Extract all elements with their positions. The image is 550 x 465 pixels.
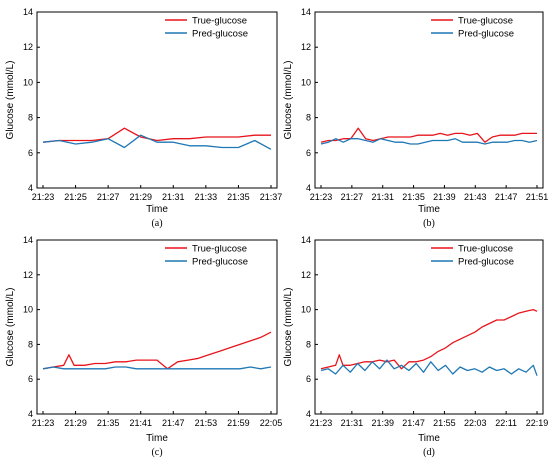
- y-tick-label: 12: [301, 270, 311, 280]
- x-tick-label: 22:05: [260, 418, 283, 428]
- y-tick-label: 4: [306, 409, 311, 419]
- x-tick-label: 21:23: [32, 192, 55, 202]
- y-tick-label: 6: [28, 148, 33, 158]
- x-tick-label: 21:31: [341, 418, 364, 428]
- y-tick-label: 6: [306, 374, 311, 384]
- x-tick-label: 21:31: [162, 192, 185, 202]
- legend-label: Pred-glucose: [192, 257, 248, 268]
- chart-panel: 4 6 8 10 12 14 21:23 21:27 21:31 21:35 21:39 21:43 2…: [283, 7, 548, 229]
- x-tick-label: 21:33: [195, 192, 218, 202]
- y-tick-label: 6: [28, 374, 33, 384]
- x-tick-label: 21:53: [195, 418, 218, 428]
- pred-glucose-line: [42, 366, 272, 370]
- legend-label: True-glucose: [192, 244, 247, 255]
- y-axis-label: Glucose (mmol/L): [5, 61, 16, 140]
- x-tick-label: 21:59: [227, 418, 250, 428]
- x-tick-label: 21:31: [371, 192, 394, 202]
- x-tick-label: 21:47: [495, 192, 518, 202]
- x-tick-label: 22:11: [495, 418, 517, 428]
- y-tick-label: 10: [301, 77, 311, 87]
- x-tick-label: 21:25: [64, 192, 87, 202]
- x-tick-label: 21:35: [402, 192, 425, 202]
- pred-glucose-line: [42, 134, 272, 150]
- x-tick-label: 21:23: [310, 418, 333, 428]
- x-tick-label: 21:27: [97, 192, 120, 202]
- true-glucose-line: [42, 331, 272, 370]
- plot-frame: [36, 11, 278, 189]
- legend-label: True-glucose: [458, 244, 513, 255]
- x-axis-label: Time: [146, 433, 168, 444]
- x-tick-label: 21:23: [310, 192, 333, 202]
- y-tick-label: 10: [23, 77, 33, 87]
- true-glucose-line: [320, 127, 537, 143]
- legend-label: True-glucose: [458, 16, 513, 27]
- y-tick-label: 8: [306, 113, 311, 123]
- pred-glucose-line: [320, 359, 538, 376]
- y-tick-label: 14: [23, 7, 33, 17]
- x-tick-label: 21:51: [526, 192, 549, 202]
- legend-label: Pred-glucose: [458, 257, 514, 268]
- plot-frame: [36, 239, 278, 415]
- y-tick-label: 14: [301, 7, 311, 17]
- y-tick-label: 12: [301, 42, 311, 52]
- x-tick-label: 21:27: [341, 192, 364, 202]
- x-tick-label: 21:55: [433, 418, 456, 428]
- x-tick-label: 21:47: [402, 418, 425, 428]
- y-axis-label: Glucose (mmol/L): [5, 288, 16, 367]
- x-axis-label: Time: [146, 204, 168, 215]
- x-tick-label: 21:37: [260, 192, 283, 202]
- chart-panel: 4 6 8 10 12 14 21:23 21:31 21:39 21:47 21:55 22:03 2…: [283, 235, 548, 458]
- x-tick-label: 21:29: [64, 418, 87, 428]
- x-axis-label: Time: [418, 433, 440, 444]
- y-tick-label: 8: [28, 339, 33, 349]
- x-tick-label: 22:19: [526, 418, 549, 428]
- x-axis-label: Time: [418, 204, 440, 215]
- legend-label: True-glucose: [192, 16, 247, 27]
- y-tick-label: 14: [301, 235, 311, 245]
- y-tick-label: 8: [28, 113, 33, 123]
- chart-panel: 4 6 8 10 12 14 21:23 21:29 21:35 21:41 21:47 21:53 2…: [5, 235, 282, 458]
- y-tick-label: 4: [306, 183, 311, 193]
- y-tick-label: 6: [306, 148, 311, 158]
- x-tick-label: 21:35: [227, 192, 250, 202]
- x-tick-label: 22:03: [464, 418, 487, 428]
- plot-frame: [314, 11, 544, 189]
- plot-frame: [314, 239, 544, 415]
- chart-panel: 4 6 8 10 12 14 21:23 21:25 21:27 21:29 21:31 21:33 2…: [5, 7, 282, 229]
- y-axis-label: Glucose (mmol/L): [283, 61, 294, 140]
- pred-glucose-line: [320, 138, 538, 145]
- panel-caption: (c): [151, 447, 162, 458]
- x-tick-label: 21:43: [464, 192, 487, 202]
- y-axis-label: Glucose (mmol/L): [283, 288, 294, 367]
- x-tick-label: 21:39: [371, 418, 394, 428]
- x-tick-label: 21:39: [433, 192, 456, 202]
- x-tick-label: 21:35: [97, 418, 120, 428]
- y-tick-label: 8: [306, 339, 311, 349]
- panel-caption: (b): [423, 218, 435, 229]
- y-tick-label: 4: [28, 183, 33, 193]
- y-tick-label: 4: [28, 409, 33, 419]
- x-tick-label: 21:23: [32, 418, 55, 428]
- panel-caption: (d): [423, 447, 435, 458]
- x-tick-label: 21:29: [129, 192, 152, 202]
- x-tick-label: 21:47: [162, 418, 185, 428]
- panel-caption: (a): [151, 218, 162, 229]
- y-tick-label: 10: [301, 305, 311, 315]
- legend-label: Pred-glucose: [458, 29, 514, 40]
- true-glucose-line: [42, 127, 271, 143]
- y-tick-label: 12: [23, 42, 33, 52]
- legend-label: Pred-glucose: [192, 29, 248, 40]
- y-tick-label: 14: [23, 235, 33, 245]
- y-tick-label: 12: [23, 270, 33, 280]
- true-glucose-line: [320, 308, 538, 370]
- y-tick-label: 10: [23, 305, 33, 315]
- x-tick-label: 21:41: [129, 418, 152, 428]
